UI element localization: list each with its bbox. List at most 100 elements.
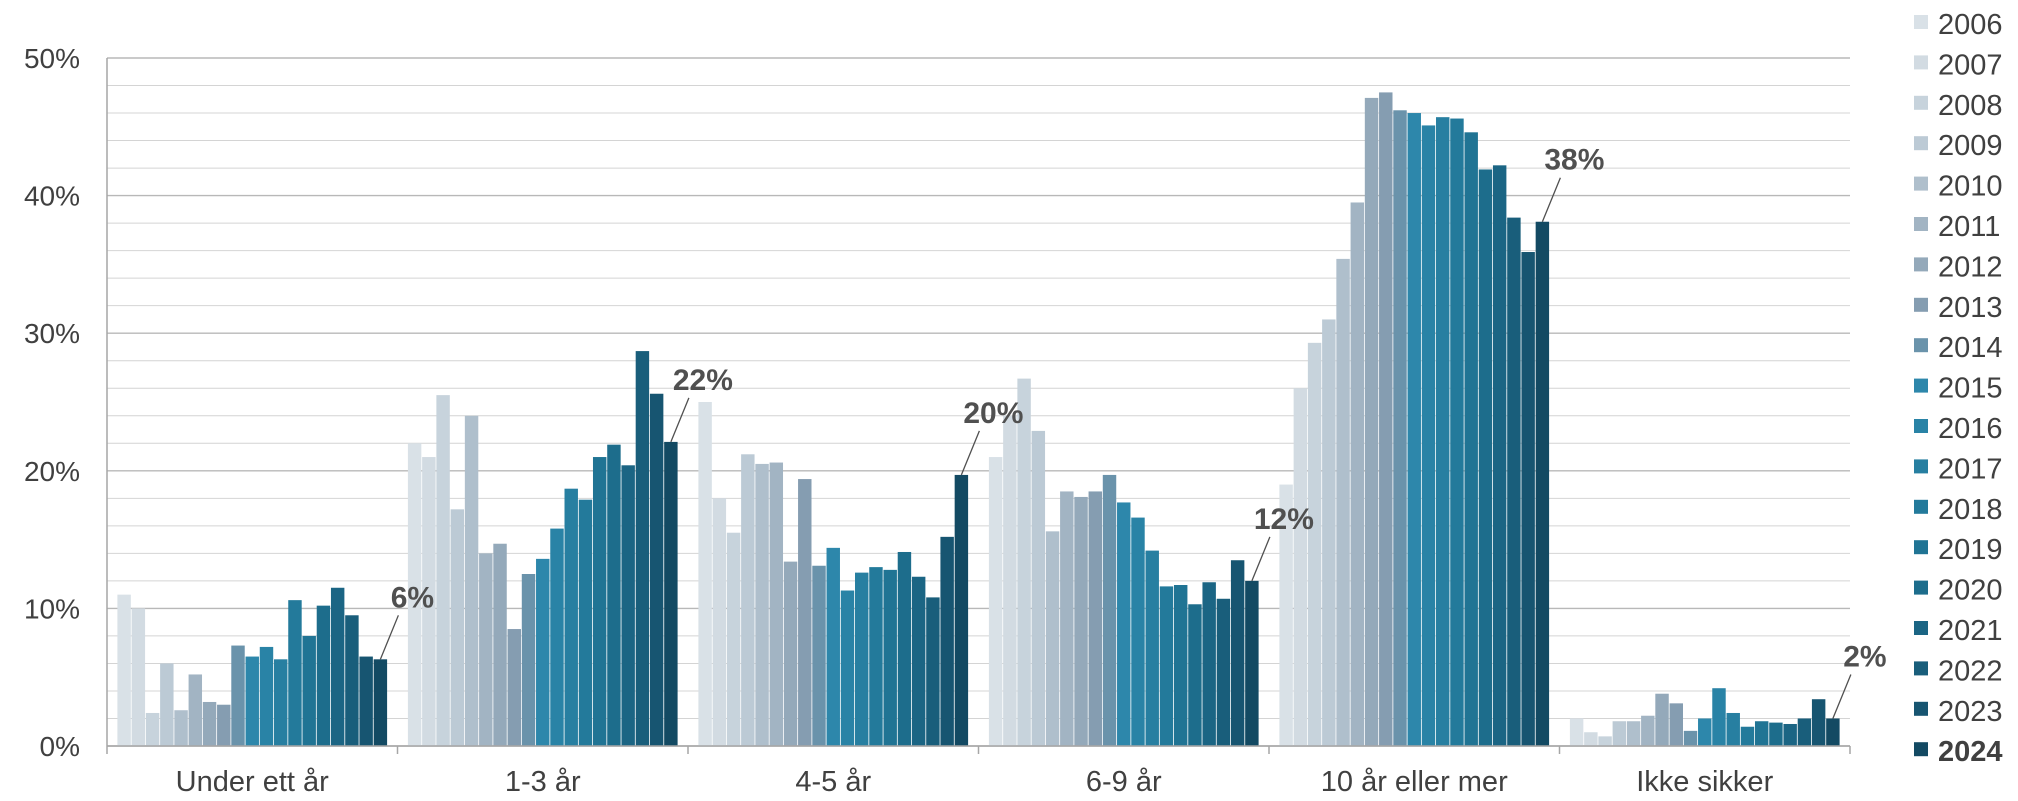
- legend-entry: 2021: [1938, 615, 2003, 647]
- bar: [1507, 217, 1521, 747]
- bar: [1769, 722, 1783, 746]
- bar: [840, 590, 855, 746]
- bar: [160, 663, 174, 746]
- bar: [145, 712, 160, 746]
- bar: [812, 565, 826, 746]
- bar: [174, 710, 188, 746]
- bar: [1478, 169, 1493, 746]
- bar: [1797, 718, 1812, 746]
- legend-swatch: [1914, 742, 1928, 757]
- data-label: 2%: [1843, 640, 1886, 673]
- bar: [1117, 502, 1131, 746]
- legend-swatch: [1914, 661, 1928, 676]
- bar: [202, 701, 217, 746]
- bar: [1245, 580, 1259, 746]
- legend-swatch: [1914, 499, 1928, 514]
- bar: [521, 574, 536, 746]
- bar: [1202, 582, 1216, 746]
- bar: [1584, 732, 1598, 746]
- legend-swatch: [1914, 297, 1928, 312]
- bar: [769, 462, 784, 746]
- bar: [783, 561, 798, 746]
- bar: [578, 499, 593, 746]
- bar: [1364, 97, 1379, 747]
- bar: [883, 569, 897, 746]
- bar: [1535, 221, 1550, 746]
- bar: [1655, 693, 1669, 746]
- bar: [1421, 125, 1436, 746]
- data-labels: 6% 22% 20% 12% 38% 2%: [379, 144, 1887, 719]
- bar: [1307, 342, 1322, 746]
- data-label-leader: [1541, 177, 1561, 222]
- bar: [507, 629, 521, 746]
- bar: [1641, 715, 1655, 746]
- data-label: 12%: [1254, 503, 1314, 536]
- bar: [1173, 585, 1188, 746]
- legend-swatch: [1914, 580, 1928, 595]
- bar: [1145, 550, 1159, 746]
- y-tick-label: 40%: [24, 181, 80, 212]
- bar: [954, 474, 969, 746]
- bar: [131, 608, 146, 746]
- legend-swatch: [1914, 15, 1928, 29]
- bar: [550, 528, 564, 746]
- bar: [259, 646, 274, 746]
- bar: [1712, 688, 1726, 746]
- bar: [1088, 491, 1102, 746]
- bar: [1379, 92, 1393, 746]
- category-label: Ikke sikker: [1636, 766, 1773, 798]
- category-label: 10 år eller mer: [1321, 766, 1508, 798]
- bar: [1031, 430, 1046, 746]
- legend-entry: 2010: [1938, 171, 2003, 203]
- legend-entry: 2023: [1938, 696, 2003, 728]
- bar: [1159, 586, 1174, 746]
- bar: [373, 659, 388, 746]
- bar: [826, 547, 840, 746]
- bar: [1569, 718, 1584, 746]
- legend-entry: 2017: [1938, 453, 2003, 485]
- bar: [1350, 202, 1365, 747]
- bar: [869, 567, 883, 746]
- bar: [1230, 560, 1245, 746]
- legend-swatch: [1914, 176, 1928, 191]
- bar: [188, 674, 203, 746]
- bar: [726, 532, 741, 746]
- bar: [245, 656, 259, 746]
- data-label-leader: [379, 615, 399, 660]
- legend-entry: 2006: [1938, 9, 2003, 41]
- bar: [1669, 703, 1683, 746]
- legend-swatch: [1914, 55, 1928, 70]
- legend-swatch: [1914, 419, 1928, 433]
- bar: [345, 615, 359, 746]
- y-tick-label: 20%: [24, 456, 80, 487]
- legend-entry: 2008: [1938, 90, 2003, 122]
- legend-swatch: [1914, 338, 1928, 353]
- bar: [422, 457, 436, 746]
- bar: [288, 600, 302, 746]
- bar: [798, 479, 812, 746]
- y-tick-label: 10%: [24, 593, 80, 624]
- data-label-leader: [960, 430, 980, 476]
- bar: [1102, 474, 1117, 746]
- bar: [330, 587, 345, 746]
- axes: 0% 10% 20% 30% 40% 50% Under ett år 1-3 år 4-5 å…: [24, 43, 1851, 798]
- bar: [493, 543, 507, 746]
- legend-entry: 2022: [1938, 655, 2003, 687]
- bar: [712, 498, 727, 746]
- bar: [316, 605, 331, 746]
- data-label-leader: [1832, 674, 1852, 719]
- bar: [926, 597, 940, 746]
- bar: [607, 444, 621, 746]
- bar: [988, 457, 1003, 746]
- bar: [464, 415, 479, 746]
- bar: [231, 645, 245, 746]
- bar: [1783, 723, 1797, 746]
- legend-swatch: [1914, 217, 1928, 231]
- bar: [897, 551, 912, 746]
- legend-swatch: [1914, 621, 1928, 635]
- data-label: 6%: [391, 581, 434, 614]
- bar: [1279, 484, 1293, 746]
- y-tick-label: 30%: [24, 318, 80, 349]
- bar: [1045, 531, 1060, 746]
